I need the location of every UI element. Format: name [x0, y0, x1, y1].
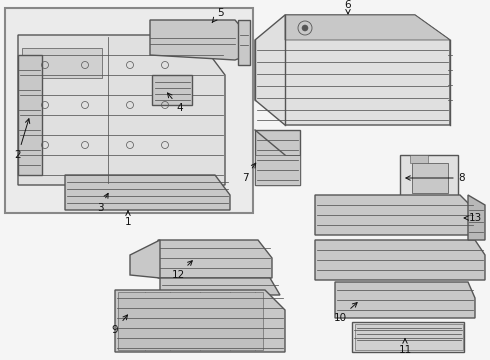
Polygon shape	[255, 130, 300, 185]
Bar	[152, 75, 192, 105]
Bar	[22, 48, 102, 78]
Polygon shape	[255, 155, 300, 185]
Polygon shape	[18, 55, 42, 175]
Polygon shape	[315, 240, 485, 280]
Text: 10: 10	[333, 303, 357, 323]
Text: 3: 3	[97, 193, 108, 213]
Bar	[400, 155, 458, 200]
Polygon shape	[158, 240, 272, 278]
Polygon shape	[315, 195, 475, 235]
Text: 11: 11	[398, 339, 412, 355]
Polygon shape	[335, 282, 475, 318]
Text: 4: 4	[168, 93, 183, 113]
Text: 9: 9	[112, 315, 127, 335]
Circle shape	[302, 25, 308, 31]
Bar	[5, 8, 253, 213]
Bar	[355, 324, 463, 350]
Text: 2: 2	[15, 119, 30, 160]
Text: 7: 7	[242, 163, 256, 183]
Polygon shape	[468, 195, 485, 240]
Bar	[412, 163, 448, 193]
Polygon shape	[285, 15, 450, 40]
Text: 1: 1	[124, 211, 131, 227]
Text: 13: 13	[464, 213, 482, 223]
Polygon shape	[130, 240, 160, 278]
Polygon shape	[238, 20, 250, 65]
Polygon shape	[410, 155, 428, 163]
Bar	[118, 292, 263, 350]
Polygon shape	[150, 20, 248, 60]
Polygon shape	[18, 35, 225, 185]
Text: 12: 12	[172, 261, 192, 280]
Polygon shape	[65, 175, 230, 210]
Text: 6: 6	[344, 0, 351, 14]
Bar	[352, 322, 464, 352]
Text: 8: 8	[406, 173, 466, 183]
Polygon shape	[160, 278, 280, 295]
Polygon shape	[115, 290, 285, 352]
Polygon shape	[255, 15, 450, 125]
Text: 5: 5	[212, 8, 223, 22]
